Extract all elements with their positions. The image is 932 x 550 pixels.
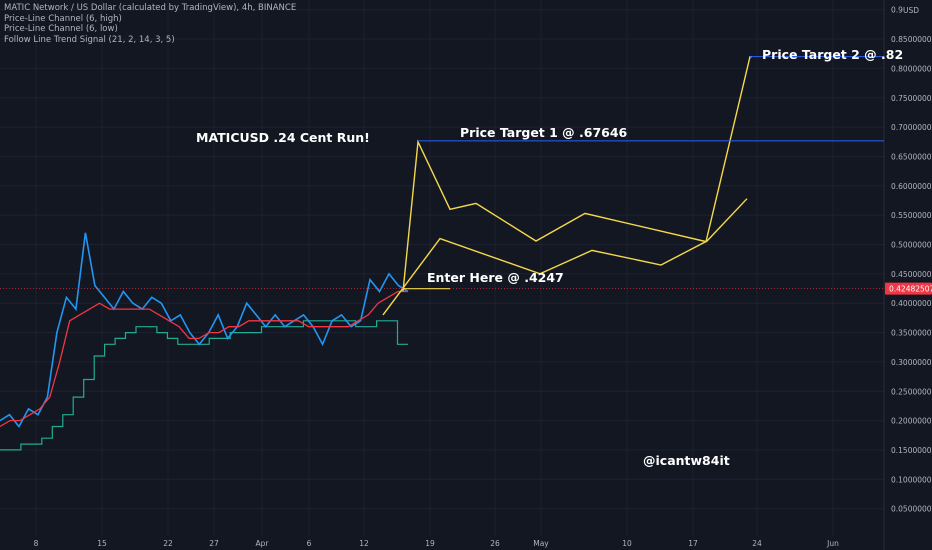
x-tick-label: 15 xyxy=(97,539,107,548)
y-tick-label: 0.10000000 xyxy=(891,475,932,484)
y-tick-label: 0.50000000 xyxy=(891,241,932,250)
annotation-text: Enter Here @ .4247 xyxy=(427,270,564,285)
indicator-price-line-high[interactable]: Price-Line Channel (6, high) xyxy=(4,13,122,24)
forecast-path xyxy=(402,56,752,292)
price-line-low xyxy=(0,290,408,428)
y-tick-label: 0.35000000 xyxy=(891,329,932,338)
y-tick-label: 0.9 xyxy=(891,6,903,15)
y-tick-label: 0.05000000 xyxy=(891,505,932,514)
annotation-text: Price Target 2 @ .82 xyxy=(762,47,903,62)
x-tick-label: 12 xyxy=(359,539,369,548)
y-tick-label: 0.20000000 xyxy=(891,417,932,426)
channel-low-line xyxy=(0,320,408,451)
y-tick-label: 0.85000000 xyxy=(891,35,932,44)
x-tick-label: Apr xyxy=(256,539,270,548)
x-tick-label: 19 xyxy=(425,539,435,548)
chart-title: MATIC Network / US Dollar (calculated by… xyxy=(4,3,297,13)
y-tick-label: 0.55000000 xyxy=(891,211,932,220)
y-tick-label: 0.25000000 xyxy=(891,387,932,396)
x-tick-label: 22 xyxy=(163,539,173,548)
y-tick-label: 0.80000000 xyxy=(891,64,932,73)
annotation-text: MATICUSD .24 Cent Run! xyxy=(196,130,370,145)
y-tick-label: 0.75000000 xyxy=(891,94,932,103)
x-tick-label: Jun xyxy=(826,539,839,548)
annotation-text: Price Target 1 @ .67646 xyxy=(460,125,628,140)
currency-label: USD xyxy=(903,6,919,15)
chart-legend: MATIC Network / US Dollar (calculated by… xyxy=(4,3,296,45)
y-tick-label: 0.70000000 xyxy=(891,123,932,132)
indicator-follow-line[interactable]: Follow Line Trend Signal (21, 2, 14, 3, … xyxy=(4,34,175,45)
x-tick-label: 10 xyxy=(622,539,632,548)
current-price-label: 0.42482507 xyxy=(889,285,932,294)
price-line-high xyxy=(0,232,409,428)
y-tick-label: 0.15000000 xyxy=(891,446,932,455)
y-tick-label: 0.45000000 xyxy=(891,270,932,279)
y-tick-label: 0.65000000 xyxy=(891,152,932,161)
x-tick-label: 6 xyxy=(307,539,312,548)
x-tick-label: 26 xyxy=(490,539,500,548)
current-price-tag xyxy=(885,282,932,295)
indicator-price-line-low[interactable]: Price-Line Channel (6, low) xyxy=(4,24,118,34)
y-tick-label: 0.40000000 xyxy=(891,299,932,308)
forecast-path xyxy=(382,198,748,316)
x-tick-label: 8 xyxy=(34,539,39,548)
y-tick-label: 0.30000000 xyxy=(891,358,932,367)
x-tick-label: May xyxy=(533,539,549,548)
y-tick-label: 0.60000000 xyxy=(891,182,932,191)
annotation-text: @icantw84it xyxy=(643,453,730,468)
x-tick-label: 24 xyxy=(752,539,762,548)
x-tick-label: 17 xyxy=(688,539,698,548)
x-tick-label: 27 xyxy=(209,539,219,548)
